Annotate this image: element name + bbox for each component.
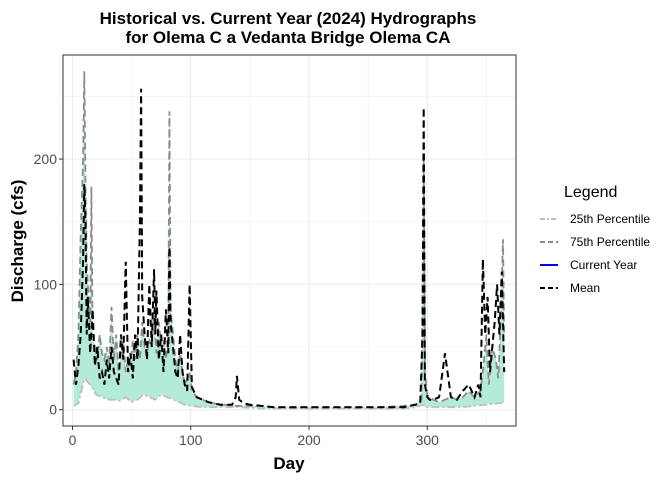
percentile-band	[73, 71, 505, 409]
series-line-25th-percentile	[73, 376, 505, 410]
legend-title: Legend	[564, 184, 617, 201]
legend: Legend 25th Percentile 75th Percentile Cur…	[540, 184, 650, 295]
grid-lines	[63, 55, 516, 426]
legend-entries: 25th Percentile 75th Percentile Current Ye…	[540, 212, 650, 295]
chart-title-line2: for Olema C a Vedanta Bridge Olema CA	[126, 28, 451, 47]
y-axis-title: Discharge (cfs)	[8, 180, 27, 303]
y-tick-label: 100	[34, 276, 58, 292]
x-axis-title: Day	[273, 454, 305, 473]
plot-border	[62, 54, 517, 427]
legend-label: 75th Percentile	[570, 235, 650, 249]
x-tick-label: 200	[297, 432, 321, 448]
percentile-band-area	[73, 71, 505, 409]
legend-label: 25th Percentile	[570, 212, 650, 226]
x-tick-label: 100	[179, 432, 203, 448]
x-axis: 0 100 200 300	[69, 426, 440, 448]
y-tick-label: 200	[34, 151, 58, 167]
x-tick-label: 300	[416, 432, 440, 448]
chart-title-line1: Historical vs. Current Year (2024) Hydro…	[100, 9, 477, 28]
y-axis: 0 100 200	[34, 151, 63, 418]
legend-label: Current Year	[570, 258, 637, 272]
legend-label: Mean	[570, 281, 600, 295]
series-lines	[72, 71, 506, 410]
y-tick-label: 0	[49, 402, 57, 418]
x-tick-label: 0	[69, 432, 77, 448]
